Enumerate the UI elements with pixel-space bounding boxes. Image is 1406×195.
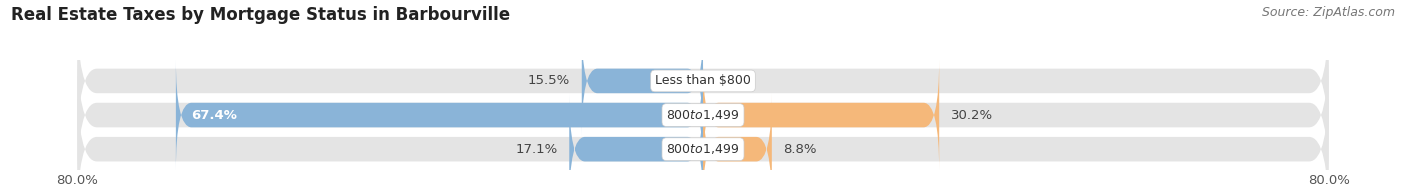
FancyBboxPatch shape [582, 25, 703, 137]
FancyBboxPatch shape [703, 93, 772, 195]
Text: 17.1%: 17.1% [515, 143, 558, 156]
Text: 30.2%: 30.2% [950, 109, 993, 121]
Text: 15.5%: 15.5% [527, 74, 569, 87]
Text: $800 to $1,499: $800 to $1,499 [666, 108, 740, 122]
Text: Source: ZipAtlas.com: Source: ZipAtlas.com [1261, 6, 1395, 19]
Text: 8.8%: 8.8% [783, 143, 817, 156]
FancyBboxPatch shape [703, 59, 939, 171]
FancyBboxPatch shape [569, 93, 703, 195]
FancyBboxPatch shape [77, 8, 1329, 154]
Text: 0.0%: 0.0% [714, 74, 748, 87]
Text: $800 to $1,499: $800 to $1,499 [666, 142, 740, 156]
Text: 67.4%: 67.4% [191, 109, 238, 121]
Text: Less than $800: Less than $800 [655, 74, 751, 87]
FancyBboxPatch shape [77, 42, 1329, 188]
Text: Real Estate Taxes by Mortgage Status in Barbourville: Real Estate Taxes by Mortgage Status in … [11, 6, 510, 24]
FancyBboxPatch shape [77, 76, 1329, 195]
FancyBboxPatch shape [176, 59, 703, 171]
